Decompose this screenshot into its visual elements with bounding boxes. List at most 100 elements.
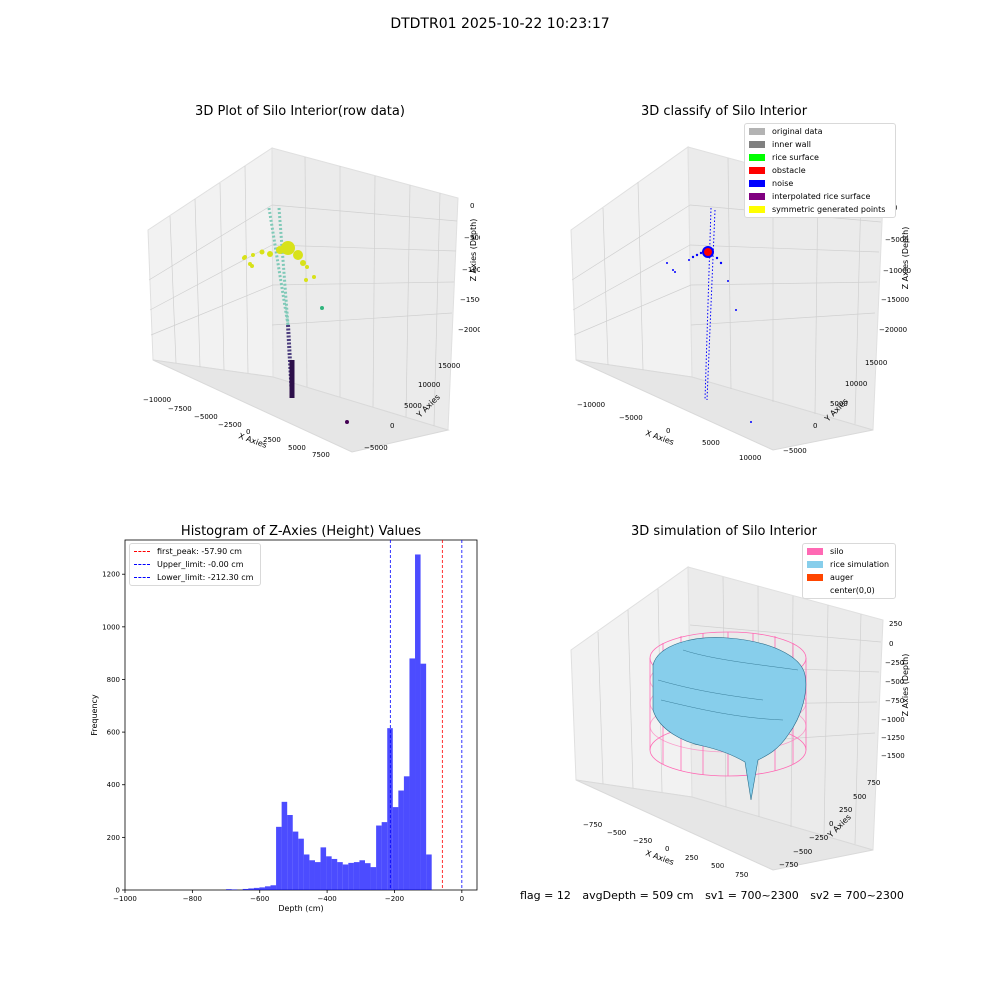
svg-text:10000: 10000 (739, 454, 761, 460)
histogram-bar (387, 728, 393, 890)
svg-text:−20000: −20000 (458, 326, 480, 334)
sv2-value: sv2 = 700~2300 (810, 889, 904, 902)
histogram-title: Histogram of Z-Axies (Height) Values (180, 524, 422, 539)
legend-item-original-data: original data (745, 125, 895, 138)
legend-item-silo: silo (803, 545, 895, 558)
legend-item-auger: auger (803, 571, 895, 584)
histogram-bar (376, 825, 382, 890)
y-tick-label: 0 (116, 887, 120, 895)
histogram-y-ticks: 0 200 400 600 800 1000 1200 (102, 571, 125, 895)
legend-item-rice-simulation: rice simulation (803, 558, 895, 571)
svg-text:2500: 2500 (263, 436, 281, 444)
legend-item-rice-surface: rice surface (745, 151, 895, 164)
raw-floor (152, 359, 450, 453)
y-tick-label: 400 (107, 781, 120, 789)
svg-text:−1500: −1500 (881, 752, 905, 760)
histogram-bar (314, 862, 321, 890)
rice-simulation-surface (652, 637, 807, 801)
raw-x-axis-label: X Axies (237, 431, 268, 450)
svg-text:250: 250 (839, 806, 852, 814)
svg-text:0: 0 (246, 428, 250, 436)
classify-left-wall (570, 146, 693, 378)
legend-item-obstacle: obstacle (745, 164, 895, 177)
svg-text:−2500: −2500 (218, 421, 242, 429)
svg-text:10000: 10000 (845, 380, 867, 388)
svg-text:−750: −750 (885, 697, 904, 705)
histogram-bar (331, 858, 338, 890)
raw-point-trail (267, 207, 295, 399)
rice-surface-contours (657, 649, 799, 721)
histogram-bar (353, 862, 360, 890)
svg-text:−5000: −5000 (364, 444, 388, 452)
legend-item-lower-limit: Lower_limit: -212.30 cm (130, 571, 260, 584)
histogram-y-axis-label: Frequency (90, 694, 99, 736)
histogram-x-ticks: −1000 −800 −600 −400 −200 0 (113, 890, 464, 903)
classify-x-axis-label: X Axies (644, 428, 675, 447)
histogram-bar (242, 888, 249, 890)
classify-floor (575, 359, 874, 451)
y-tick-label: 1200 (102, 571, 120, 579)
raw-outlier-point (345, 420, 349, 424)
svg-text:500: 500 (711, 862, 724, 870)
flag-value: flag = 12 (520, 889, 571, 902)
simulation-z-ticks: 250 0 −250 −500 −750 −1000 −1250 −1500 (881, 620, 905, 760)
x-tick-label: −400 (317, 895, 336, 903)
svg-text:−5000: −5000 (619, 414, 643, 422)
svg-text:−5000: −5000 (783, 447, 807, 455)
svg-text:−750: −750 (583, 821, 602, 829)
svg-text:−10000: −10000 (883, 267, 911, 275)
histogram-bar (303, 854, 310, 890)
histogram-bar (365, 863, 371, 890)
svg-text:−750: −750 (779, 861, 798, 869)
raw-plot-title: 3D Plot of Silo Interior(row data) (195, 104, 405, 119)
legend-item-upper-limit: Upper_limit: -0.00 cm (130, 558, 260, 571)
svg-text:−10000: −10000 (143, 396, 171, 404)
histogram-bar (281, 801, 288, 890)
svg-text:7500: 7500 (312, 451, 330, 459)
histogram-x-axis-label: Depth (cm) (278, 904, 323, 913)
svg-text:−10000: −10000 (577, 401, 605, 409)
histogram-bar (231, 889, 238, 890)
raw-x-ticks: −10000 −7500 −5000 −2500 0 2500 5000 750… (143, 396, 330, 459)
simulation-z-axis-label: Z Axies (Depth) (901, 654, 910, 717)
simulation-plot-title: 3D simulation of Silo Interior (631, 524, 817, 539)
classify-z-axis-label: Z Axies (Depth) (901, 227, 910, 290)
histogram-bar (403, 776, 410, 890)
histogram-bar (320, 847, 327, 890)
x-tick-label: −1000 (113, 895, 137, 903)
legend-item-inner-wall: inner wall (745, 138, 895, 151)
histogram-bar (264, 886, 271, 890)
histogram-bar (253, 887, 260, 890)
svg-text:750: 750 (735, 871, 748, 879)
histogram-bars (226, 554, 432, 890)
status-footer: flag = 12 avgDepth = 509 cm sv1 = 700~23… (520, 889, 912, 902)
svg-text:750: 750 (867, 779, 880, 787)
classify-obstacle-points (702, 246, 714, 258)
simulation-y-ticks: 750 500 250 0 −250 −500 −750 (779, 779, 880, 869)
simulation-3d-plot: 250 0 −250 −500 −750 −1000 −1250 −1500 Z… (570, 566, 910, 879)
raw-grid (148, 156, 458, 427)
svg-text:−5000: −5000 (885, 236, 909, 244)
legend-item-symmetric-generated-points: symmetric generated points (745, 203, 895, 216)
histogram-bar (420, 663, 427, 890)
svg-text:10000: 10000 (418, 381, 440, 389)
avg-depth-value: avgDepth = 509 cm (582, 889, 694, 902)
histogram-bar (342, 864, 349, 890)
svg-text:5000: 5000 (404, 402, 422, 410)
x-tick-label: −800 (183, 895, 202, 903)
svg-text:−1000: −1000 (881, 716, 905, 724)
histogram-bar (259, 887, 265, 890)
figure-title: DTDTR01 2025-10-22 10:23:17 (390, 16, 610, 32)
classify-plot-title: 3D classify of Silo Interior (640, 104, 808, 119)
histogram-bar (270, 885, 277, 890)
svg-text:15000: 15000 (438, 362, 460, 370)
legend-item-noise: noise (745, 177, 895, 190)
histogram-bar (370, 867, 377, 890)
svg-text:0: 0 (666, 427, 670, 435)
histogram-chart: −1000 −800 −600 −400 −200 0 0 200 400 600 800 1000… (90, 539, 478, 913)
x-tick-label: 0 (460, 895, 464, 903)
svg-text:−20000: −20000 (879, 326, 907, 334)
histogram-bar (292, 831, 299, 890)
svg-text:0: 0 (470, 202, 474, 210)
classify-y-ticks: 15000 10000 5000 0 −5000 (783, 359, 887, 455)
